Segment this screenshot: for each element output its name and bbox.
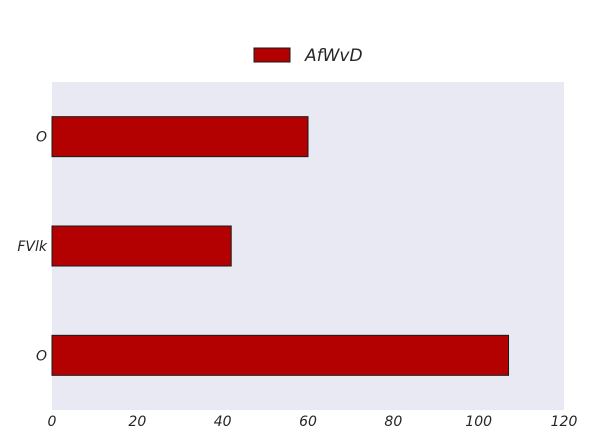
y-tick-label: O [36,348,47,364]
x-tick-label: 120 [551,414,578,430]
y-tick-label: FVlk [17,239,48,255]
legend-swatch [253,47,291,63]
x-tick-label: 0 [48,414,57,430]
bar [51,116,309,158]
x-tick-label: 80 [384,414,402,430]
y-tick-label: O [36,130,47,146]
x-tick-label: 40 [214,414,232,430]
x-tick-label: 20 [128,414,146,430]
x-tick-label: 60 [299,414,317,430]
x-tick-label: 100 [465,414,492,430]
bars-layer [51,116,510,376]
legend: AfWvD [253,46,363,66]
x-tick-labels: 0 20 40 60 80 100 120 [48,414,578,430]
bar [51,334,510,376]
y-tick-labels: O FVlk O [17,130,48,365]
bar [51,225,232,267]
legend-label: AfWvD [304,46,363,66]
